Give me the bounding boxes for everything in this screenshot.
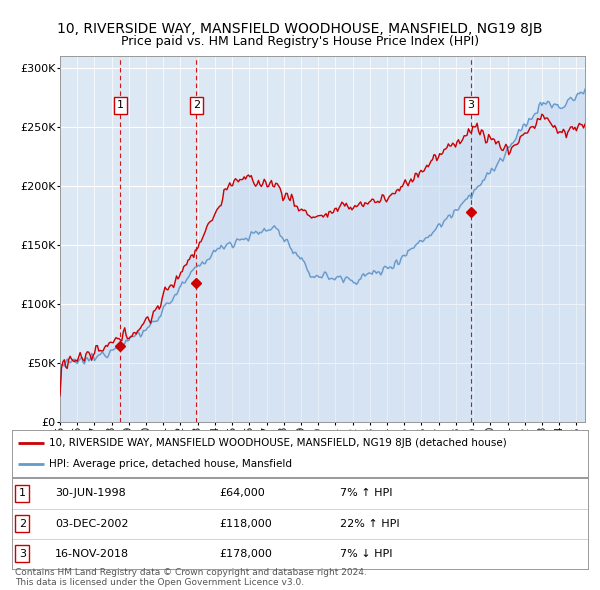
Text: £118,000: £118,000	[220, 519, 272, 529]
Text: 2: 2	[19, 519, 26, 529]
Text: HPI: Average price, detached house, Mansfield: HPI: Average price, detached house, Mans…	[49, 460, 292, 470]
Text: 2: 2	[193, 100, 200, 110]
Text: 1: 1	[19, 489, 26, 499]
Text: 22% ↑ HPI: 22% ↑ HPI	[340, 519, 400, 529]
Text: Contains HM Land Registry data © Crown copyright and database right 2024.
This d: Contains HM Land Registry data © Crown c…	[15, 568, 367, 587]
Text: 3: 3	[467, 100, 475, 110]
Text: Price paid vs. HM Land Registry's House Price Index (HPI): Price paid vs. HM Land Registry's House …	[121, 35, 479, 48]
Text: 10, RIVERSIDE WAY, MANSFIELD WOODHOUSE, MANSFIELD, NG19 8JB (detached house): 10, RIVERSIDE WAY, MANSFIELD WOODHOUSE, …	[49, 438, 507, 448]
Text: £178,000: £178,000	[220, 549, 272, 559]
Text: 7% ↓ HPI: 7% ↓ HPI	[340, 549, 393, 559]
Text: 10, RIVERSIDE WAY, MANSFIELD WOODHOUSE, MANSFIELD, NG19 8JB: 10, RIVERSIDE WAY, MANSFIELD WOODHOUSE, …	[57, 22, 543, 37]
Text: 03-DEC-2002: 03-DEC-2002	[55, 519, 128, 529]
Text: 7% ↑ HPI: 7% ↑ HPI	[340, 489, 393, 499]
Text: 1: 1	[117, 100, 124, 110]
Text: 30-JUN-1998: 30-JUN-1998	[55, 489, 126, 499]
Text: £64,000: £64,000	[220, 489, 265, 499]
Text: 3: 3	[19, 549, 26, 559]
Text: 16-NOV-2018: 16-NOV-2018	[55, 549, 130, 559]
